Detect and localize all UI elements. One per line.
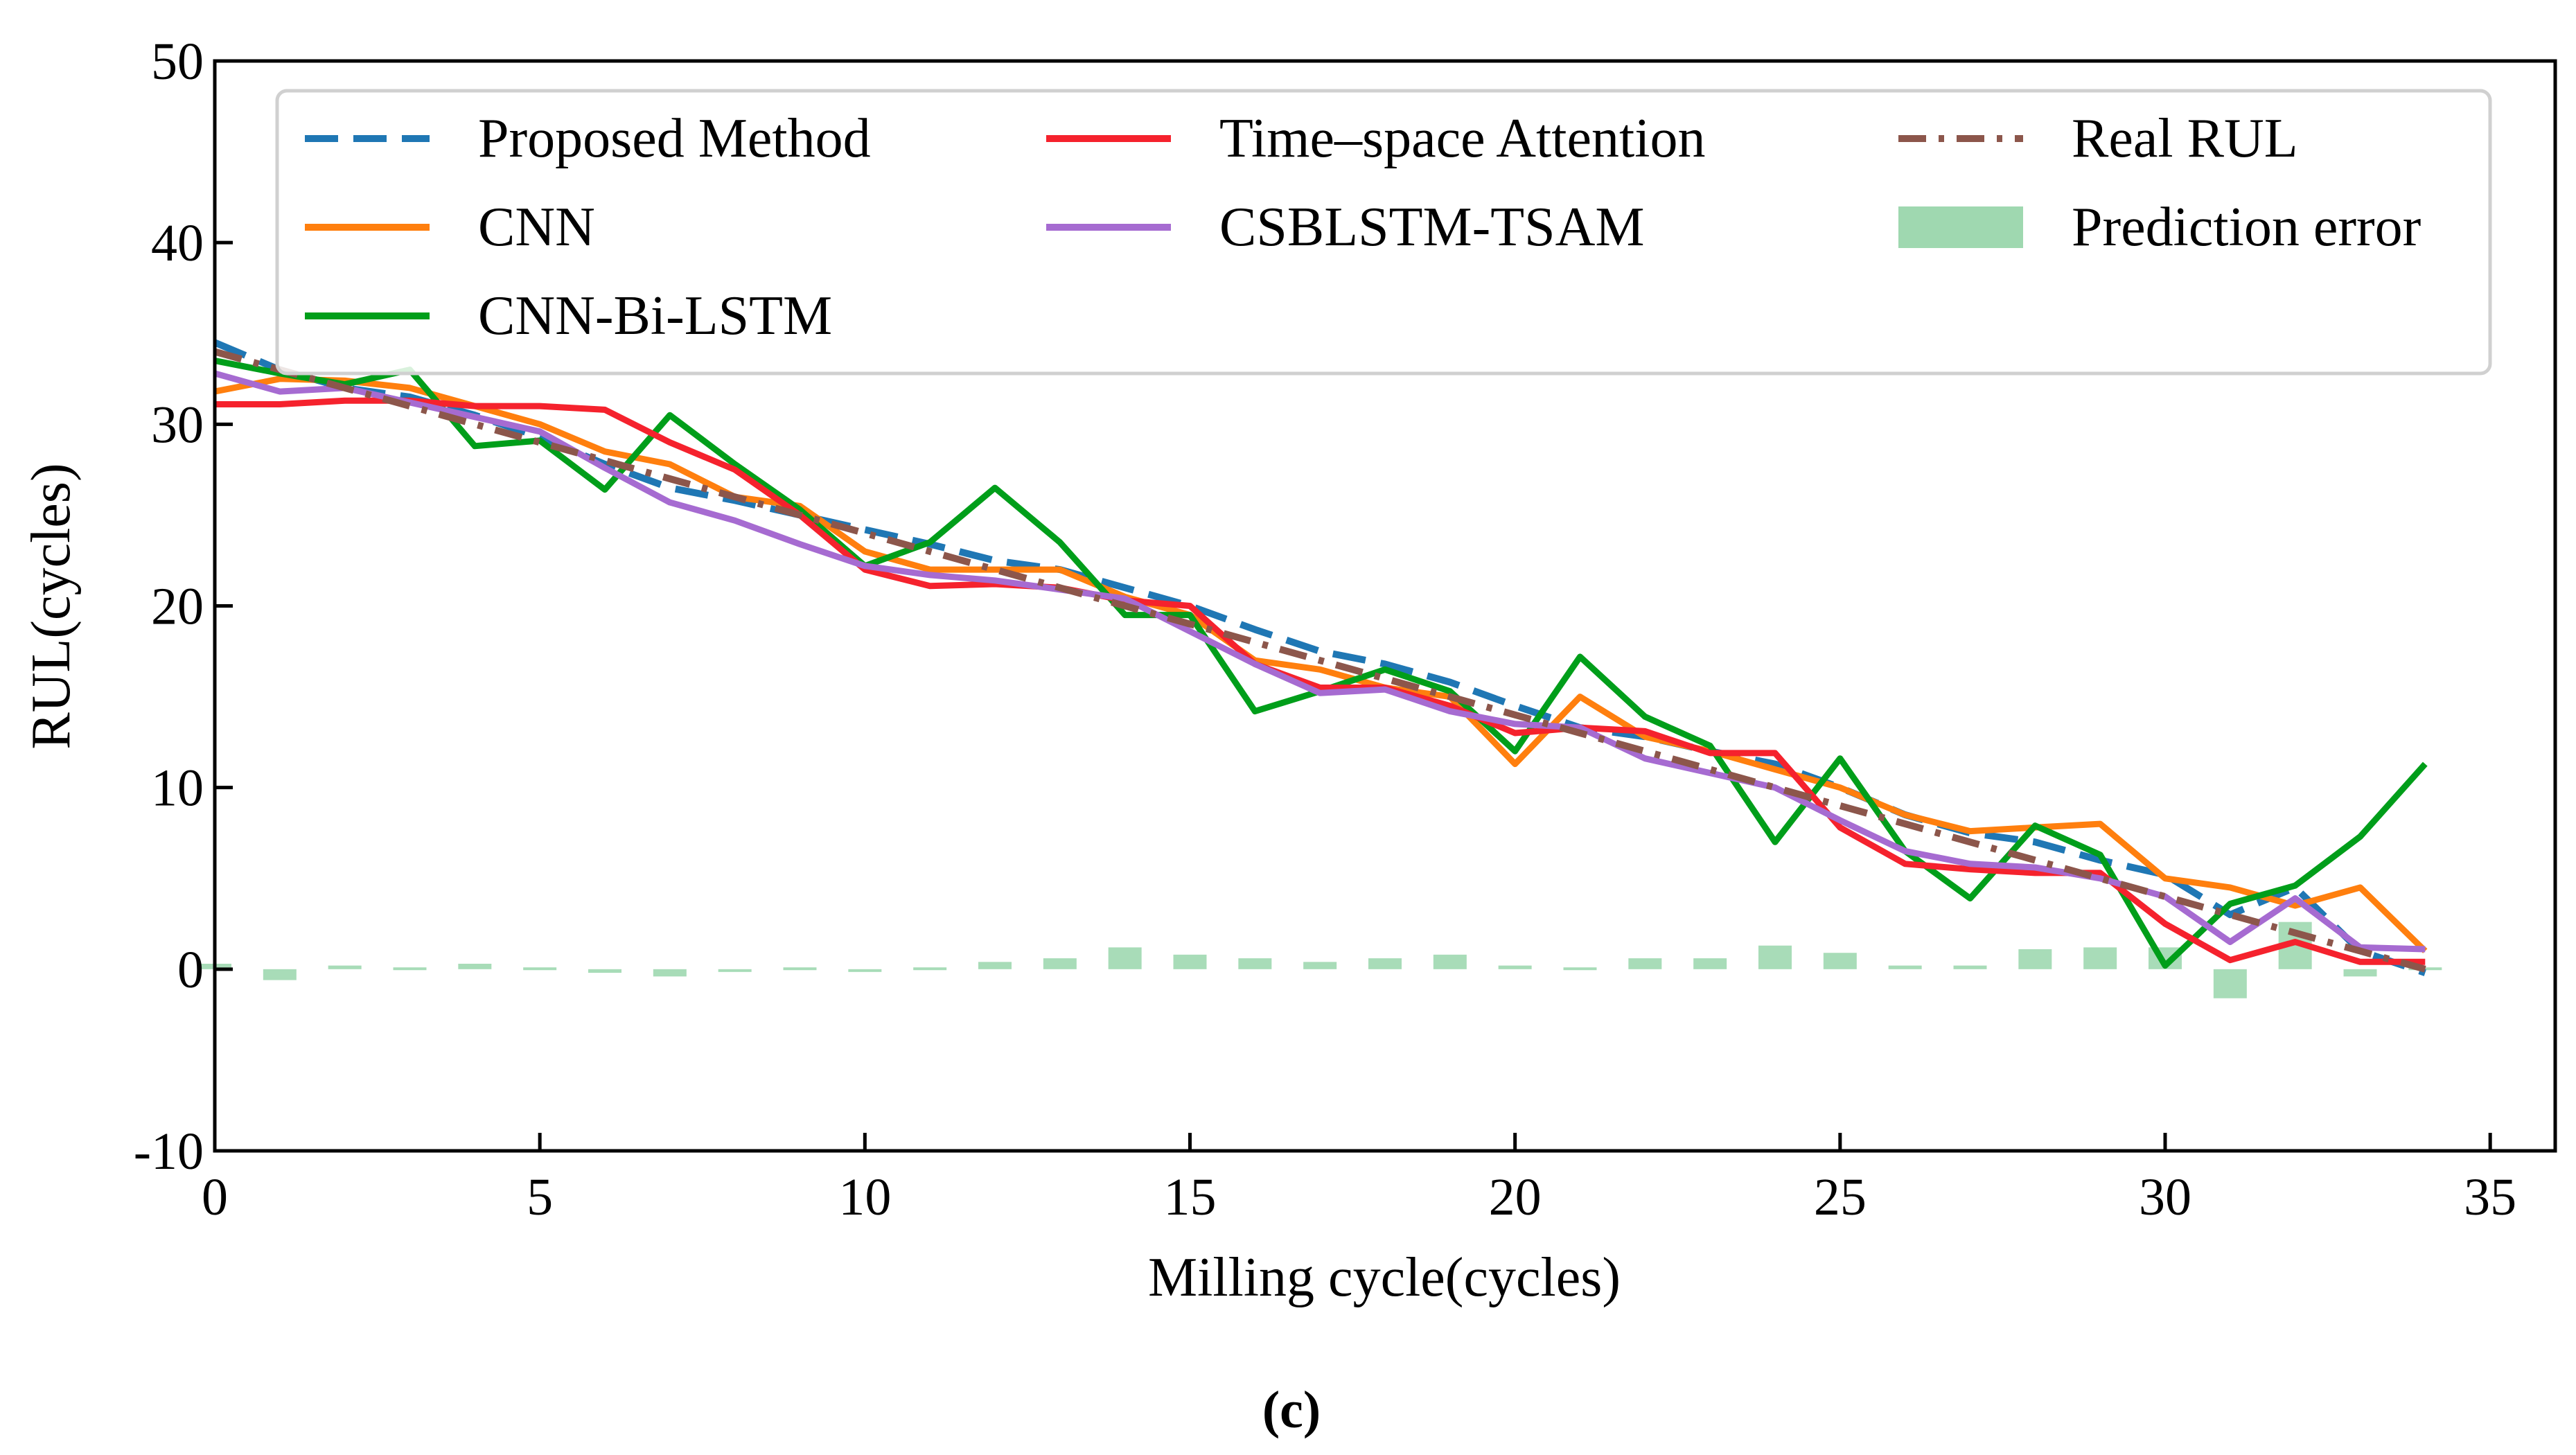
legend: Proposed Method CNN CNN-Bi-LSTM Time–space … bbox=[275, 89, 2492, 376]
series-lines bbox=[213, 339, 2428, 976]
error-bar bbox=[1238, 958, 1272, 969]
y-tick-label: 30 bbox=[151, 396, 204, 454]
series-line-real-rul bbox=[213, 348, 2426, 973]
legend-swatch bbox=[1898, 206, 2023, 248]
y-tick-label: 20 bbox=[151, 578, 204, 636]
error-bar bbox=[1368, 958, 1402, 969]
x-tick-label: 25 bbox=[1814, 1168, 1867, 1226]
legend-label: Proposed Method bbox=[478, 108, 871, 169]
prediction-error-bars bbox=[198, 922, 2442, 998]
x-tick-label: 5 bbox=[527, 1168, 553, 1226]
error-bar bbox=[1043, 958, 1077, 969]
error-bar bbox=[2343, 969, 2377, 977]
legend-box bbox=[275, 89, 2492, 376]
error-bar bbox=[393, 967, 427, 971]
x-tick-label: 10 bbox=[838, 1168, 891, 1226]
y-tick-label: 0 bbox=[177, 941, 204, 999]
error-bar bbox=[1433, 954, 1467, 969]
legend-item: CNN-Bi-LSTM bbox=[305, 285, 832, 346]
error-bar bbox=[1628, 958, 1662, 969]
legend-label: Time–space Attention bbox=[1219, 108, 1705, 169]
error-bar bbox=[1953, 965, 1987, 969]
legend-item: Prediction error bbox=[1898, 197, 2421, 258]
error-bar bbox=[1758, 945, 1792, 969]
error-bar bbox=[1498, 965, 1532, 969]
series-line-cnn bbox=[214, 376, 2428, 953]
x-tick-label: 20 bbox=[1489, 1168, 1542, 1226]
error-bar bbox=[263, 969, 297, 980]
error-bar bbox=[328, 965, 362, 969]
error-bar bbox=[588, 969, 621, 973]
error-bar bbox=[2213, 969, 2247, 998]
legend-item: CNN bbox=[305, 197, 595, 258]
y-axis-label: RUL(cycles) bbox=[21, 463, 82, 749]
legend-label: Real RUL bbox=[2072, 108, 2298, 169]
error-bar bbox=[1693, 958, 1727, 969]
y-tick-label: 40 bbox=[151, 214, 204, 272]
error-bar bbox=[523, 967, 557, 971]
y-tick-label: 10 bbox=[151, 759, 204, 818]
x-tick-label: 15 bbox=[1164, 1168, 1217, 1226]
legend-label: CSBLSTM-TSAM bbox=[1219, 197, 1644, 258]
legend-label: CNN bbox=[478, 197, 595, 258]
error-bar bbox=[978, 962, 1012, 969]
error-bar bbox=[653, 969, 687, 977]
legend-item: Time–space Attention bbox=[1046, 108, 1705, 169]
x-tick-label: 30 bbox=[2139, 1168, 2191, 1226]
series-line-proposed-method bbox=[213, 339, 2426, 976]
error-bar bbox=[2018, 949, 2052, 969]
error-bar bbox=[1888, 965, 1922, 969]
error-bar bbox=[913, 967, 947, 971]
error-bar bbox=[1823, 953, 1857, 969]
error-bar bbox=[1563, 967, 1597, 971]
x-tick-label: 35 bbox=[2464, 1168, 2516, 1226]
error-bar bbox=[848, 969, 882, 972]
legend-item: CSBLSTM-TSAM bbox=[1046, 197, 1644, 258]
y-tick-label: -10 bbox=[134, 1122, 204, 1181]
error-bar bbox=[783, 967, 817, 971]
error-bar bbox=[1173, 954, 1207, 969]
figure-caption: (c) bbox=[1262, 1381, 1321, 1439]
legend-item: Real RUL bbox=[1898, 108, 2298, 169]
error-bar bbox=[1108, 947, 1142, 969]
legend-label: Prediction error bbox=[2072, 197, 2421, 258]
error-bar bbox=[1303, 962, 1337, 969]
y-tick-label: 50 bbox=[151, 33, 204, 91]
x-axis-label: Milling cycle(cycles) bbox=[1148, 1247, 1621, 1308]
error-bar bbox=[2083, 947, 2117, 969]
error-bar bbox=[458, 963, 492, 969]
legend-item: Proposed Method bbox=[305, 108, 871, 169]
error-bar bbox=[718, 969, 752, 972]
series-line-csblstm-tsam bbox=[213, 370, 2426, 953]
x-tick-label: 0 bbox=[202, 1168, 228, 1226]
legend-label: CNN-Bi-LSTM bbox=[478, 285, 832, 346]
